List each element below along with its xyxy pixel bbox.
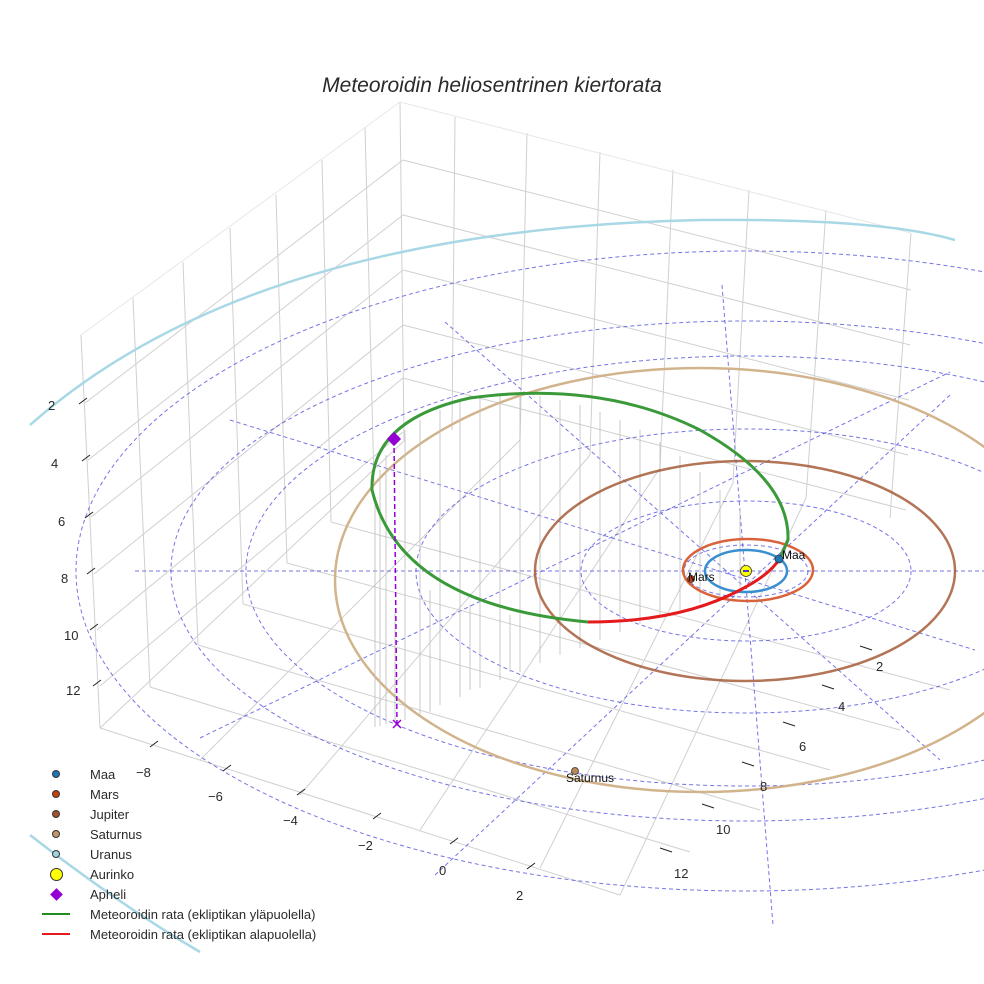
legend-item-orbit-above[interactable]: Meteoroidin rata (ekliptikan yläpuolella… (38, 904, 316, 924)
apheli-legend-icon (49, 887, 63, 901)
svg-text:2: 2 (516, 888, 523, 903)
mars-legend-icon (52, 790, 60, 798)
svg-text:2: 2 (876, 659, 883, 674)
maa-legend-icon (52, 770, 60, 778)
saturnus-label: Saturnus (566, 771, 614, 785)
svg-text:4: 4 (838, 699, 845, 714)
green-line-legend-icon (42, 913, 70, 915)
svg-text:−2: −2 (358, 838, 373, 853)
svg-text:8: 8 (61, 571, 68, 586)
maa-orbit (703, 548, 789, 594)
apheli-marker[interactable] (386, 431, 402, 447)
apheli-projection-x-icon (392, 719, 402, 729)
saturnus-marker[interactable] (571, 767, 579, 775)
legend-item-apheli[interactable]: Apheli (38, 884, 316, 904)
aurinko-legend-icon (49, 867, 63, 881)
svg-text:−4: −4 (283, 813, 298, 828)
legend-item-orbit-below[interactable]: Meteoroidin rata (ekliptikan alapuolella… (38, 924, 316, 944)
legend: Maa Mars Jupiter Saturnus Uranus Aurinko… (38, 764, 316, 944)
legend-item-maa[interactable]: Maa (38, 764, 316, 784)
chart-title: Meteoroidin heliosentrinen kiertorata (322, 74, 662, 97)
svg-text:10: 10 (64, 628, 78, 643)
svg-text:−6: −6 (208, 789, 223, 804)
x-axis-tick-labels: −8 −6 −4 −2 0 2 (136, 765, 523, 903)
legend-item-mars[interactable]: Mars (38, 784, 316, 804)
mars-marker[interactable] (687, 575, 695, 583)
svg-text:12: 12 (66, 683, 80, 698)
uranus-legend-icon (52, 850, 60, 858)
aurinko-center-icon (743, 570, 749, 572)
z-axis-tick-labels: 2 4 6 8 10 12 (48, 398, 80, 698)
svg-text:8: 8 (760, 779, 767, 794)
svg-text:4: 4 (51, 456, 58, 471)
maa-label: Maa (782, 548, 806, 562)
red-line-legend-icon (42, 933, 70, 935)
legend-item-jupiter[interactable]: Jupiter (38, 804, 316, 824)
meteoroid-orbit-above (370, 391, 790, 624)
apheli-drop-line (393, 439, 398, 725)
svg-text:6: 6 (58, 514, 65, 529)
svg-text:12: 12 (674, 866, 688, 881)
maa-marker[interactable] (774, 554, 784, 564)
ecliptic-reference-grid (75, 250, 984, 926)
svg-text:0: 0 (439, 863, 446, 878)
uranus-orbit (29, 218, 956, 426)
mars-orbit (681, 537, 815, 603)
z-axis-ticks (78, 397, 102, 687)
saturnus-legend-icon (52, 830, 60, 838)
mars-label: Mars (688, 570, 715, 584)
svg-text:2: 2 (48, 398, 55, 413)
svg-text:6: 6 (799, 739, 806, 754)
legend-item-aurinko[interactable]: Aurinko (38, 864, 316, 884)
jupiter-legend-icon (52, 810, 60, 818)
legend-item-uranus[interactable]: Uranus (38, 844, 316, 864)
y-axis-ticks (659, 645, 873, 853)
svg-text:−8: −8 (136, 765, 151, 780)
meteoroid-orbit-below (587, 557, 782, 624)
uranus-orbit-lower (29, 834, 201, 954)
meteoroid-drop-lines (374, 395, 741, 727)
svg-text:10: 10 (716, 822, 730, 837)
x-axis-ticks (149, 740, 536, 870)
y-axis-tick-labels: 2 4 6 8 10 12 (674, 659, 883, 881)
saturnus-orbit (333, 366, 984, 794)
legend-item-saturnus[interactable]: Saturnus (38, 824, 316, 844)
